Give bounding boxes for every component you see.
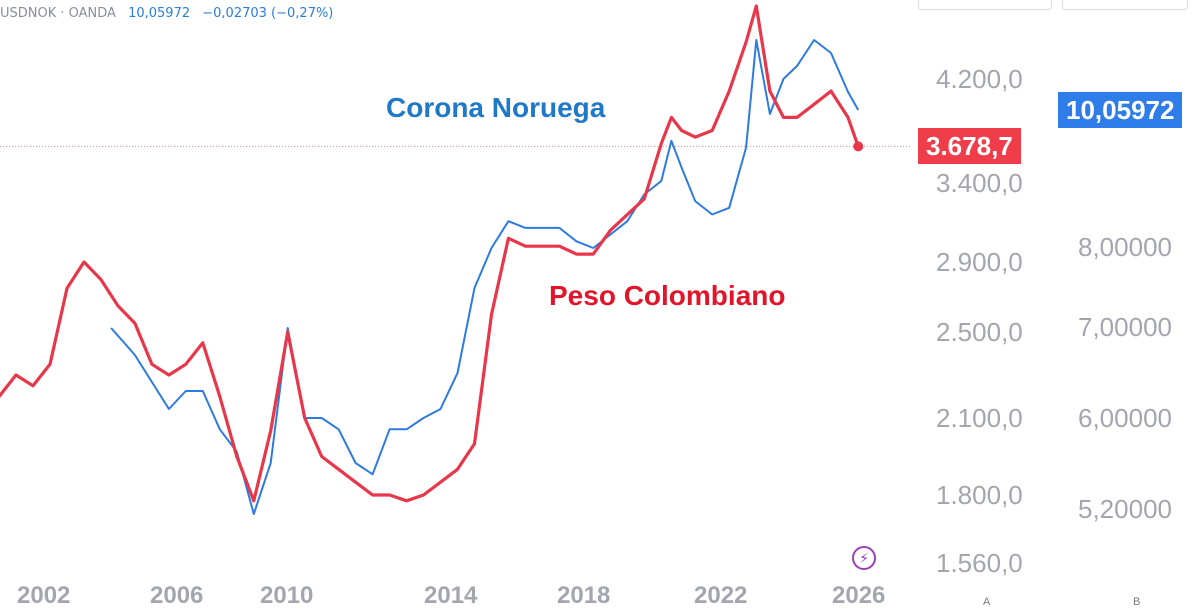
- blue-series-label: Corona Noruega: [386, 92, 606, 123]
- blue-series-line: [110, 39, 860, 515]
- y-right-tick: 5,20000: [1078, 494, 1172, 524]
- flash-icon[interactable]: ⚡: [852, 546, 876, 570]
- series-layer: [0, 4, 864, 515]
- y-left-tick: 2.900,0: [936, 247, 1023, 277]
- x-tick: 2022: [694, 582, 748, 609]
- x-tick: 2014: [424, 582, 478, 609]
- red-series-label: Peso Colombiano: [549, 280, 786, 311]
- y-left-tick: 1.560,0: [936, 548, 1023, 578]
- y-left-tick: 4.200,0: [936, 64, 1023, 94]
- red-series-line: [0, 4, 860, 503]
- red-price-tag: 3.678,7: [918, 128, 1021, 164]
- x-tick: 2002: [17, 582, 71, 609]
- legend-change: −0,02703 (−0,27%): [202, 6, 334, 21]
- y-right-tick: 8,00000: [1078, 232, 1172, 262]
- y-left-tick: 1.800,0: [936, 480, 1023, 510]
- y-left-tick: 2.500,0: [936, 317, 1023, 347]
- legend-line: USDNOK · OANDA 10,05972 −0,02703 (−0,27%…: [0, 6, 333, 21]
- scale-selector-right[interactable]: [1062, 0, 1188, 10]
- red-last-point: [853, 141, 864, 152]
- pane-letter-a[interactable]: A: [983, 596, 991, 608]
- x-tick: 2018: [557, 582, 611, 609]
- x-tick: 2006: [150, 582, 204, 609]
- legend-symbol: USDNOK · OANDA: [0, 6, 116, 21]
- x-tick: 2026: [832, 582, 886, 609]
- y-right-tick: 7,00000: [1078, 312, 1172, 342]
- legend-last-value: 10,05972: [128, 6, 191, 21]
- blue-price-tag: 10,05972: [1058, 92, 1183, 128]
- y-left-tick: 2.100,0: [936, 403, 1023, 433]
- y-right-tick: 6,00000: [1078, 403, 1172, 433]
- x-tick: 2010: [260, 582, 314, 609]
- y-left-tick: 3.400,0: [936, 168, 1023, 198]
- pane-letter-b[interactable]: B: [1133, 596, 1141, 608]
- scale-selector-left[interactable]: [918, 0, 1052, 10]
